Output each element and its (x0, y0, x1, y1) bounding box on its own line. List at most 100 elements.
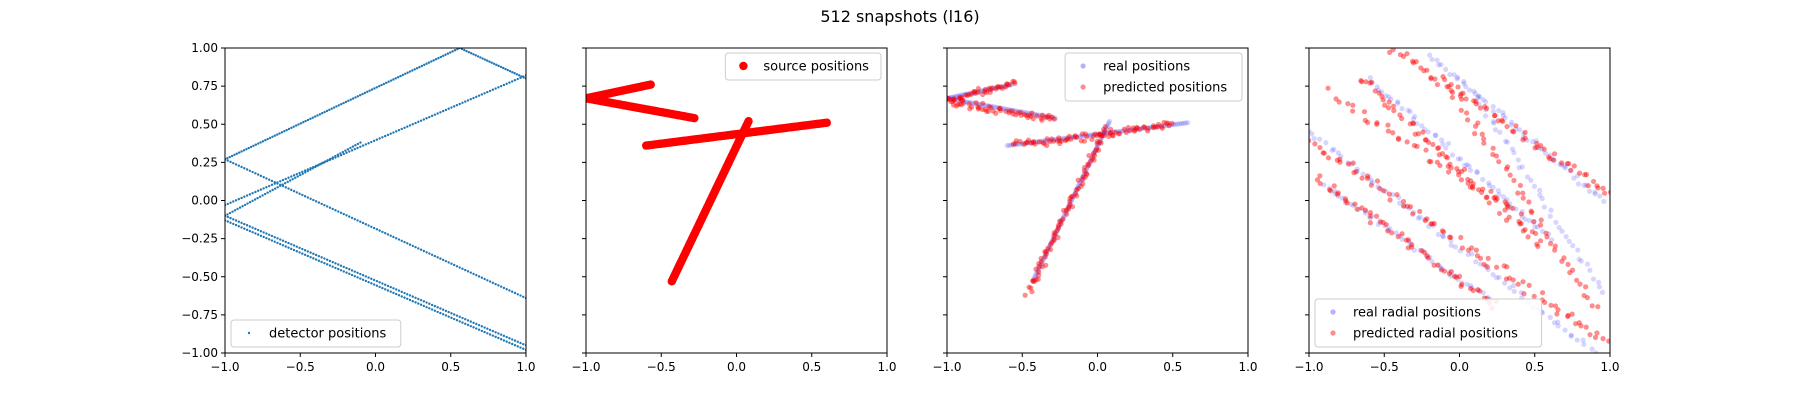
data-point (1181, 120, 1187, 126)
data-point (1055, 136, 1061, 142)
data-point (1503, 217, 1510, 223)
data-point (1002, 83, 1008, 89)
data-point (236, 207, 239, 211)
data-point (1562, 163, 1568, 169)
data-point (1483, 195, 1489, 201)
data-point (1130, 127, 1136, 133)
data-point (1490, 145, 1496, 151)
data-point (1110, 129, 1116, 135)
data-point (972, 90, 978, 96)
data-point (1048, 114, 1054, 121)
data-point (1097, 132, 1103, 138)
data-point (1448, 81, 1454, 88)
data-point (1362, 117, 1368, 123)
data-point (375, 284, 379, 287)
data-point (1049, 137, 1055, 143)
data-point (1091, 150, 1097, 157)
data-point (1470, 181, 1476, 187)
data-point (1457, 248, 1463, 254)
data-point (1342, 196, 1348, 202)
data-point (1383, 93, 1389, 99)
data-point (331, 260, 334, 264)
data-point (1309, 138, 1312, 144)
legend-label: real positions (1103, 60, 1190, 75)
series-1 (586, 80, 831, 286)
data-point (303, 195, 307, 198)
data-point (1440, 141, 1446, 147)
data-point (234, 163, 238, 166)
data-point (1050, 235, 1057, 241)
data-point (367, 224, 370, 227)
data-point (1348, 161, 1354, 167)
data-point (1436, 262, 1442, 269)
data-point (1058, 221, 1064, 227)
data-point (1510, 205, 1516, 211)
data-point (1475, 93, 1481, 99)
y-tick-label: 0.75 (191, 79, 218, 93)
data-point (483, 277, 486, 281)
data-point (367, 276, 370, 279)
y-tick-label: −0.50 (181, 270, 218, 284)
data-point (1342, 200, 1349, 206)
data-point (364, 143, 368, 146)
data-point (350, 273, 354, 277)
data-point (1045, 246, 1051, 252)
data-point (243, 195, 246, 198)
data-point (331, 265, 334, 268)
data-point (350, 269, 354, 272)
data-point (1549, 156, 1555, 162)
data-point (1522, 227, 1528, 233)
data-point (368, 89, 371, 92)
data-point (245, 194, 249, 197)
data-point (406, 242, 409, 245)
data-point (417, 120, 420, 124)
data-point (974, 101, 980, 107)
data-point (267, 238, 271, 241)
data-point (353, 147, 356, 151)
data-point (1054, 228, 1060, 234)
data-point (962, 91, 968, 98)
data-point (1507, 172, 1513, 178)
data-point (499, 338, 503, 341)
data-point (342, 212, 345, 216)
data-point (990, 85, 997, 92)
data-point (436, 306, 439, 309)
data-point (240, 226, 243, 229)
data-point (975, 85, 981, 92)
legend-marker (1330, 309, 1336, 315)
data-point (516, 77, 519, 81)
data-point (1369, 79, 1375, 86)
data-point (1477, 255, 1484, 261)
data-point (1073, 134, 1079, 140)
data-point (1100, 132, 1106, 139)
data-point (1132, 127, 1138, 133)
data-point (1067, 195, 1073, 202)
data-point (425, 251, 428, 254)
data-point (265, 232, 268, 235)
legend-label: real radial positions (1353, 306, 1481, 321)
data-point (1350, 108, 1356, 114)
data-point (1012, 141, 1018, 148)
data-point (965, 91, 972, 97)
data-point (386, 233, 390, 236)
data-point (1568, 332, 1574, 338)
data-point (311, 167, 314, 170)
data-point (1066, 203, 1072, 209)
data-point (414, 121, 417, 125)
data-point (1537, 192, 1543, 198)
data-point (1413, 59, 1419, 65)
data-point (488, 89, 492, 93)
data-point (511, 70, 514, 74)
data-point (1490, 119, 1497, 125)
data-point (234, 199, 238, 202)
data-point (1530, 139, 1536, 145)
data-point (240, 165, 243, 169)
data-point (1354, 166, 1360, 172)
data-point (1467, 285, 1474, 292)
data-point (297, 123, 300, 126)
data-point (1377, 185, 1383, 192)
data-point (353, 270, 356, 273)
data-point (286, 180, 289, 184)
data-point (1069, 134, 1075, 140)
data-point (1332, 191, 1338, 197)
